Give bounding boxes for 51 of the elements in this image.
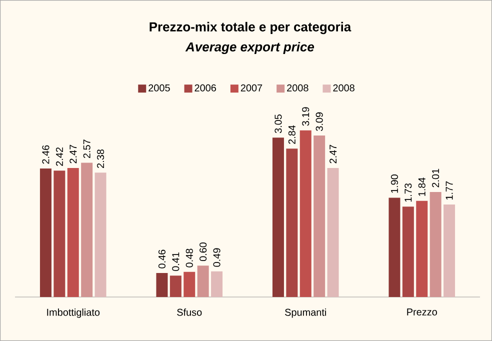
bar <box>444 204 456 297</box>
x-tick-label: Sfuso <box>177 308 202 316</box>
data-label: 0.46 <box>158 250 166 268</box>
bar <box>416 200 428 297</box>
data-label: 2.46 <box>42 145 50 164</box>
data-label: 2.47 <box>70 144 77 164</box>
bar <box>81 162 93 297</box>
data-label: 3.19 <box>302 107 310 126</box>
legend-label: 2007 <box>240 84 262 92</box>
bar <box>327 168 339 297</box>
bar <box>430 192 442 297</box>
x-tick-label: Imbottigliato <box>47 308 100 318</box>
data-label: 0.60 <box>200 242 207 262</box>
x-tick-label: Prezzo <box>407 308 437 316</box>
bar <box>54 170 66 297</box>
data-label: 1.77 <box>446 181 453 200</box>
legend-label: 2008 <box>287 84 308 92</box>
data-label: 0.41 <box>172 252 180 271</box>
bar <box>211 271 223 297</box>
bar <box>67 168 79 297</box>
bar <box>197 266 209 297</box>
bar <box>286 148 298 297</box>
chart-subtitle: Average export price <box>185 42 314 54</box>
data-label: 1.90 <box>390 174 398 193</box>
bar <box>94 172 106 297</box>
data-label: 1.84 <box>418 178 426 196</box>
data-label: 2.84 <box>288 125 296 144</box>
data-label: 2.38 <box>97 149 104 168</box>
x-tick-label: Spumanti <box>285 308 326 318</box>
legend-label: 2008 <box>333 84 354 92</box>
data-label: 2.42 <box>56 147 63 166</box>
bar <box>300 130 312 297</box>
bar <box>184 272 196 297</box>
data-label: 0.48 <box>186 248 193 268</box>
data-label: 0.49 <box>213 248 220 267</box>
bar <box>388 198 400 297</box>
bar <box>156 272 168 297</box>
data-label: 2.01 <box>432 168 440 188</box>
bar <box>402 206 414 297</box>
bar <box>314 136 326 297</box>
legend-label: 2005 <box>148 84 170 92</box>
data-label: 2.47 <box>330 144 337 164</box>
bar <box>272 138 284 297</box>
bar <box>170 276 182 297</box>
data-label: 3.09 <box>316 112 323 131</box>
chart-title: Prezzo-mix totale e per categoria <box>150 22 352 34</box>
data-label: 2.57 <box>83 140 90 158</box>
data-label: 3.05 <box>274 114 282 134</box>
bar <box>40 168 52 297</box>
legend-label: 2006 <box>194 84 216 92</box>
data-label: 1.73 <box>404 183 412 202</box>
